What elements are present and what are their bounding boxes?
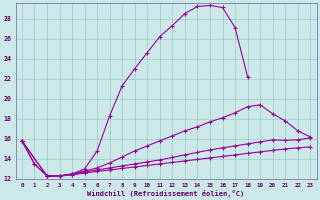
X-axis label: Windchill (Refroidissement éolien,°C): Windchill (Refroidissement éolien,°C)	[87, 190, 245, 197]
